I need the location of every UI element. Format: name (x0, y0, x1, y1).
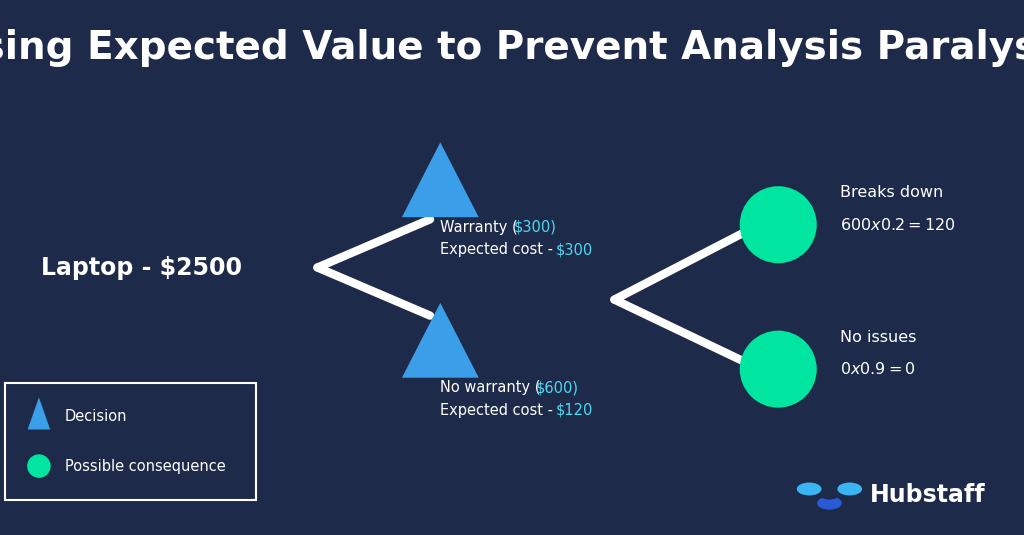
Text: Decision: Decision (65, 409, 127, 424)
Text: Using Expected Value to Prevent Analysis Paralysis: Using Expected Value to Prevent Analysis… (0, 29, 1024, 67)
Text: Hubstaff: Hubstaff (870, 483, 986, 507)
Text: Warranty (: Warranty ( (440, 220, 518, 235)
Text: No issues: No issues (840, 330, 916, 345)
Text: $0 x 0.9 = $0: $0 x 0.9 = $0 (840, 361, 915, 377)
Text: No warranty (: No warranty ( (440, 380, 541, 395)
Text: $300: $300 (556, 242, 593, 257)
Text: Expected cost -: Expected cost - (440, 403, 558, 418)
Ellipse shape (739, 331, 817, 408)
Text: $120: $120 (556, 403, 593, 418)
Text: Breaks down: Breaks down (840, 185, 943, 200)
Ellipse shape (820, 490, 839, 500)
Text: Expected cost -: Expected cost - (440, 242, 558, 257)
Text: Possible consequence: Possible consequence (65, 458, 225, 473)
Ellipse shape (28, 454, 50, 478)
Text: $600 x 0.2 = $120: $600 x 0.2 = $120 (840, 217, 955, 233)
Ellipse shape (838, 483, 862, 495)
Ellipse shape (739, 186, 817, 263)
Polygon shape (401, 142, 478, 217)
Ellipse shape (817, 496, 842, 509)
Ellipse shape (797, 483, 821, 495)
Text: Laptop - $2500: Laptop - $2500 (41, 256, 242, 279)
Polygon shape (401, 303, 478, 378)
Text: $300): $300) (514, 220, 557, 235)
Polygon shape (28, 398, 50, 430)
Text: $600): $600) (536, 380, 579, 395)
